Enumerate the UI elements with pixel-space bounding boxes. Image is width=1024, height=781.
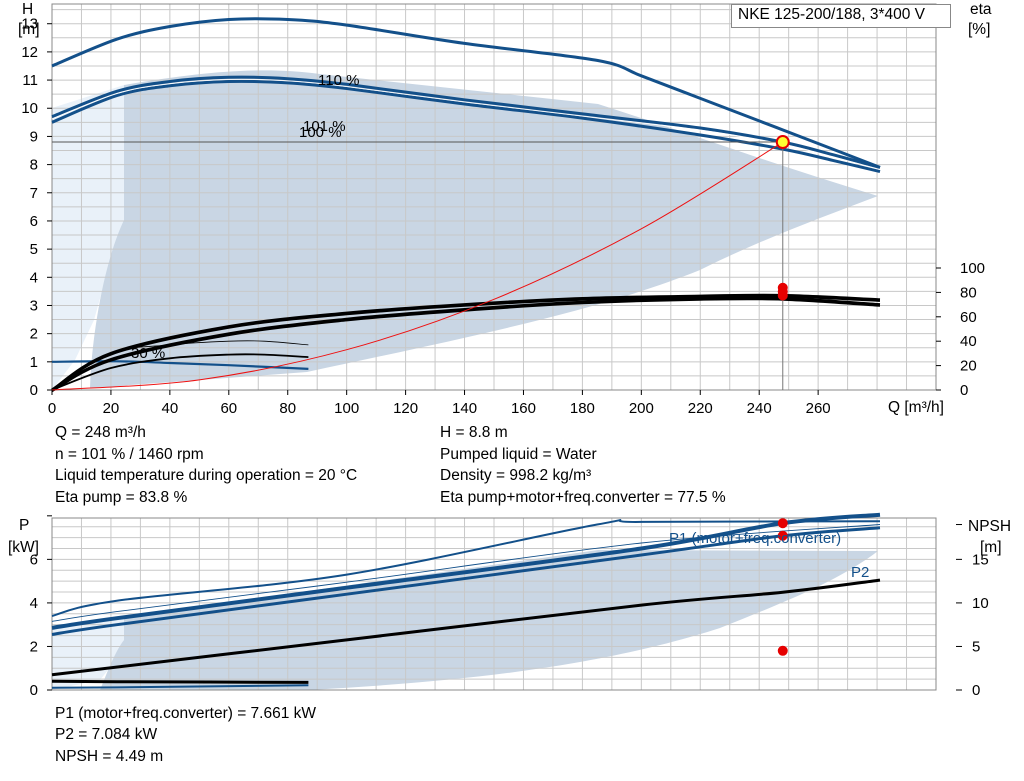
p2-operating-point: [777, 530, 788, 541]
eta-tick-label: 0: [960, 382, 968, 399]
info-eta-pump: Eta pump = 83.8 %: [55, 489, 188, 506]
head-tick-label: 2: [30, 326, 38, 343]
info-liquid-temp: Liquid temperature during operation = 20…: [55, 467, 358, 484]
info-eta-total: Eta pump+motor+freq.converter = 77.5 %: [440, 489, 726, 506]
info-density: Density = 998.2 kg/m³: [440, 467, 592, 484]
head-tick-label: 12: [21, 44, 38, 61]
info-p2: P2 = 7.084 kW: [55, 726, 158, 743]
power-tick-label: 0: [30, 682, 38, 699]
flow-axis-label: Q [m³/h]: [888, 399, 944, 416]
info-flow: Q = 248 m³/h: [55, 424, 146, 441]
flow-tick-label: 20: [103, 400, 120, 417]
power-curve-panel: 0 2 4 6 0 5 10 15: [30, 512, 989, 699]
power-tick-label: 2: [30, 638, 38, 655]
npsh-curve: [51, 578, 881, 677]
head-tick-label: 3: [30, 297, 38, 314]
eta-tick-label: 40: [960, 333, 977, 350]
operating-point-marker: [775, 135, 790, 150]
p2-min-curve: [51, 684, 309, 689]
info-npsh: NPSH = 4.49 m: [55, 748, 164, 765]
p1-operating-point: [777, 518, 788, 529]
flow-tick-label: 80: [279, 400, 296, 417]
info-head: H = 8.8 m: [440, 424, 508, 441]
head-tick-label: 8: [30, 157, 38, 174]
npsh-axis-label-unit: [m]: [980, 539, 1002, 556]
npsh-tick-label: 15: [972, 551, 989, 568]
power-range-area: [100, 550, 878, 690]
pump-label: NKE 125-200/188, 3*400 V: [738, 6, 925, 23]
power-axis-label-p: P: [19, 517, 30, 534]
head-curve-panel: 0 20 40 60 80 100 120 140 160 180 200 220 240 2600123…: [21, 3, 985, 417]
flow-tick-label: 60: [220, 400, 237, 417]
system-curve: [51, 141, 784, 391]
power-axis-ticks: 0 2 4 6 0 5 10 15: [30, 515, 989, 699]
head-tick-label: 7: [30, 185, 38, 202]
power-curves: [51, 512, 881, 689]
head-curves: [51, 17, 881, 393]
flow-tick-label: 0: [48, 400, 56, 417]
flow-tick-label: 200: [629, 400, 654, 417]
eta-tick-label: 80: [960, 284, 977, 301]
head-tick-label: 13: [21, 16, 38, 33]
head-axis-ticks: 0 20 40 60 80 100 120 140 160 180 200 220 240 2600123…: [21, 16, 985, 417]
head-tick-label: 9: [30, 128, 38, 145]
npsh-axis-label: NPSH: [968, 518, 1012, 535]
info-speed: n = 101 % / 1460 rpm: [55, 446, 204, 463]
flow-tick-label: 120: [393, 400, 418, 417]
curve-label-100: 100 %: [299, 124, 342, 141]
p1-max-curve: [51, 519, 881, 617]
power-tick-label: 6: [30, 551, 38, 568]
curve-label-101: 101 %: [303, 118, 346, 135]
head-curve-110: [51, 17, 881, 169]
flow-tick-label: 240: [747, 400, 772, 417]
curve-label-30: 30 %: [131, 345, 166, 362]
eta-axis-label: eta: [970, 1, 992, 18]
flow-tick-label: 160: [511, 400, 536, 417]
head-axis-label-h: H: [22, 1, 34, 18]
power-tick-label: 4: [30, 595, 38, 612]
eta-operating-point: [777, 286, 788, 297]
operating-range-area: [90, 70, 878, 388]
flow-tick-label: 140: [452, 400, 477, 417]
operating-range-light-area: [52, 85, 124, 390]
eta-axis-label-unit: [%]: [968, 21, 991, 38]
flow-tick-label: 100: [334, 400, 359, 417]
flow-tick-label: 180: [570, 400, 595, 417]
power-plot-frame: [51, 517, 937, 691]
eta-curve-1: [51, 293, 881, 392]
eta-tick-label: 60: [960, 309, 977, 326]
info-pumped-liquid: Pumped liquid = Water: [440, 446, 597, 463]
head-tick-label: 6: [30, 213, 38, 230]
head-tick-label: 10: [21, 100, 38, 117]
flow-tick-label: 40: [162, 400, 179, 417]
head-tick-label: 0: [30, 382, 38, 399]
head-axis-label-unit: [m]: [18, 21, 40, 38]
head-tick-label: 11: [22, 72, 38, 89]
head-tick-label: 4: [30, 269, 38, 286]
eta-curve-2: [51, 296, 881, 392]
info-p1: P1 (motor+freq.converter) = 7.661 kW: [55, 705, 317, 722]
head-plot-frame: [51, 3, 937, 391]
p-min-curve: [51, 679, 309, 684]
power-axis-label-unit: [kW]: [8, 539, 39, 556]
head-tick-label: 1: [30, 354, 38, 371]
pump-label-box: [731, 4, 951, 28]
curve-label-110: 110 %: [318, 72, 360, 89]
flow-tick-label: 220: [688, 400, 713, 417]
npsh-tick-label: 10: [972, 595, 989, 612]
flow-tick-label: 260: [806, 400, 831, 417]
npsh-tick-label: 0: [972, 682, 980, 699]
eta-tick-label: 100: [960, 260, 985, 277]
npsh-tick-label: 5: [972, 638, 980, 655]
eta-tick-label: 20: [960, 358, 977, 375]
eta-curve-110-low: [51, 340, 309, 391]
head-tick-label: 5: [30, 241, 38, 258]
eta-curve-30: [51, 353, 309, 391]
p1-curve-label: P1 (motor+freq.converter): [669, 530, 842, 547]
p2-curve-label: P2: [851, 564, 870, 581]
npsh-operating-point: [777, 645, 788, 656]
p2-max-curve: [51, 524, 881, 622]
